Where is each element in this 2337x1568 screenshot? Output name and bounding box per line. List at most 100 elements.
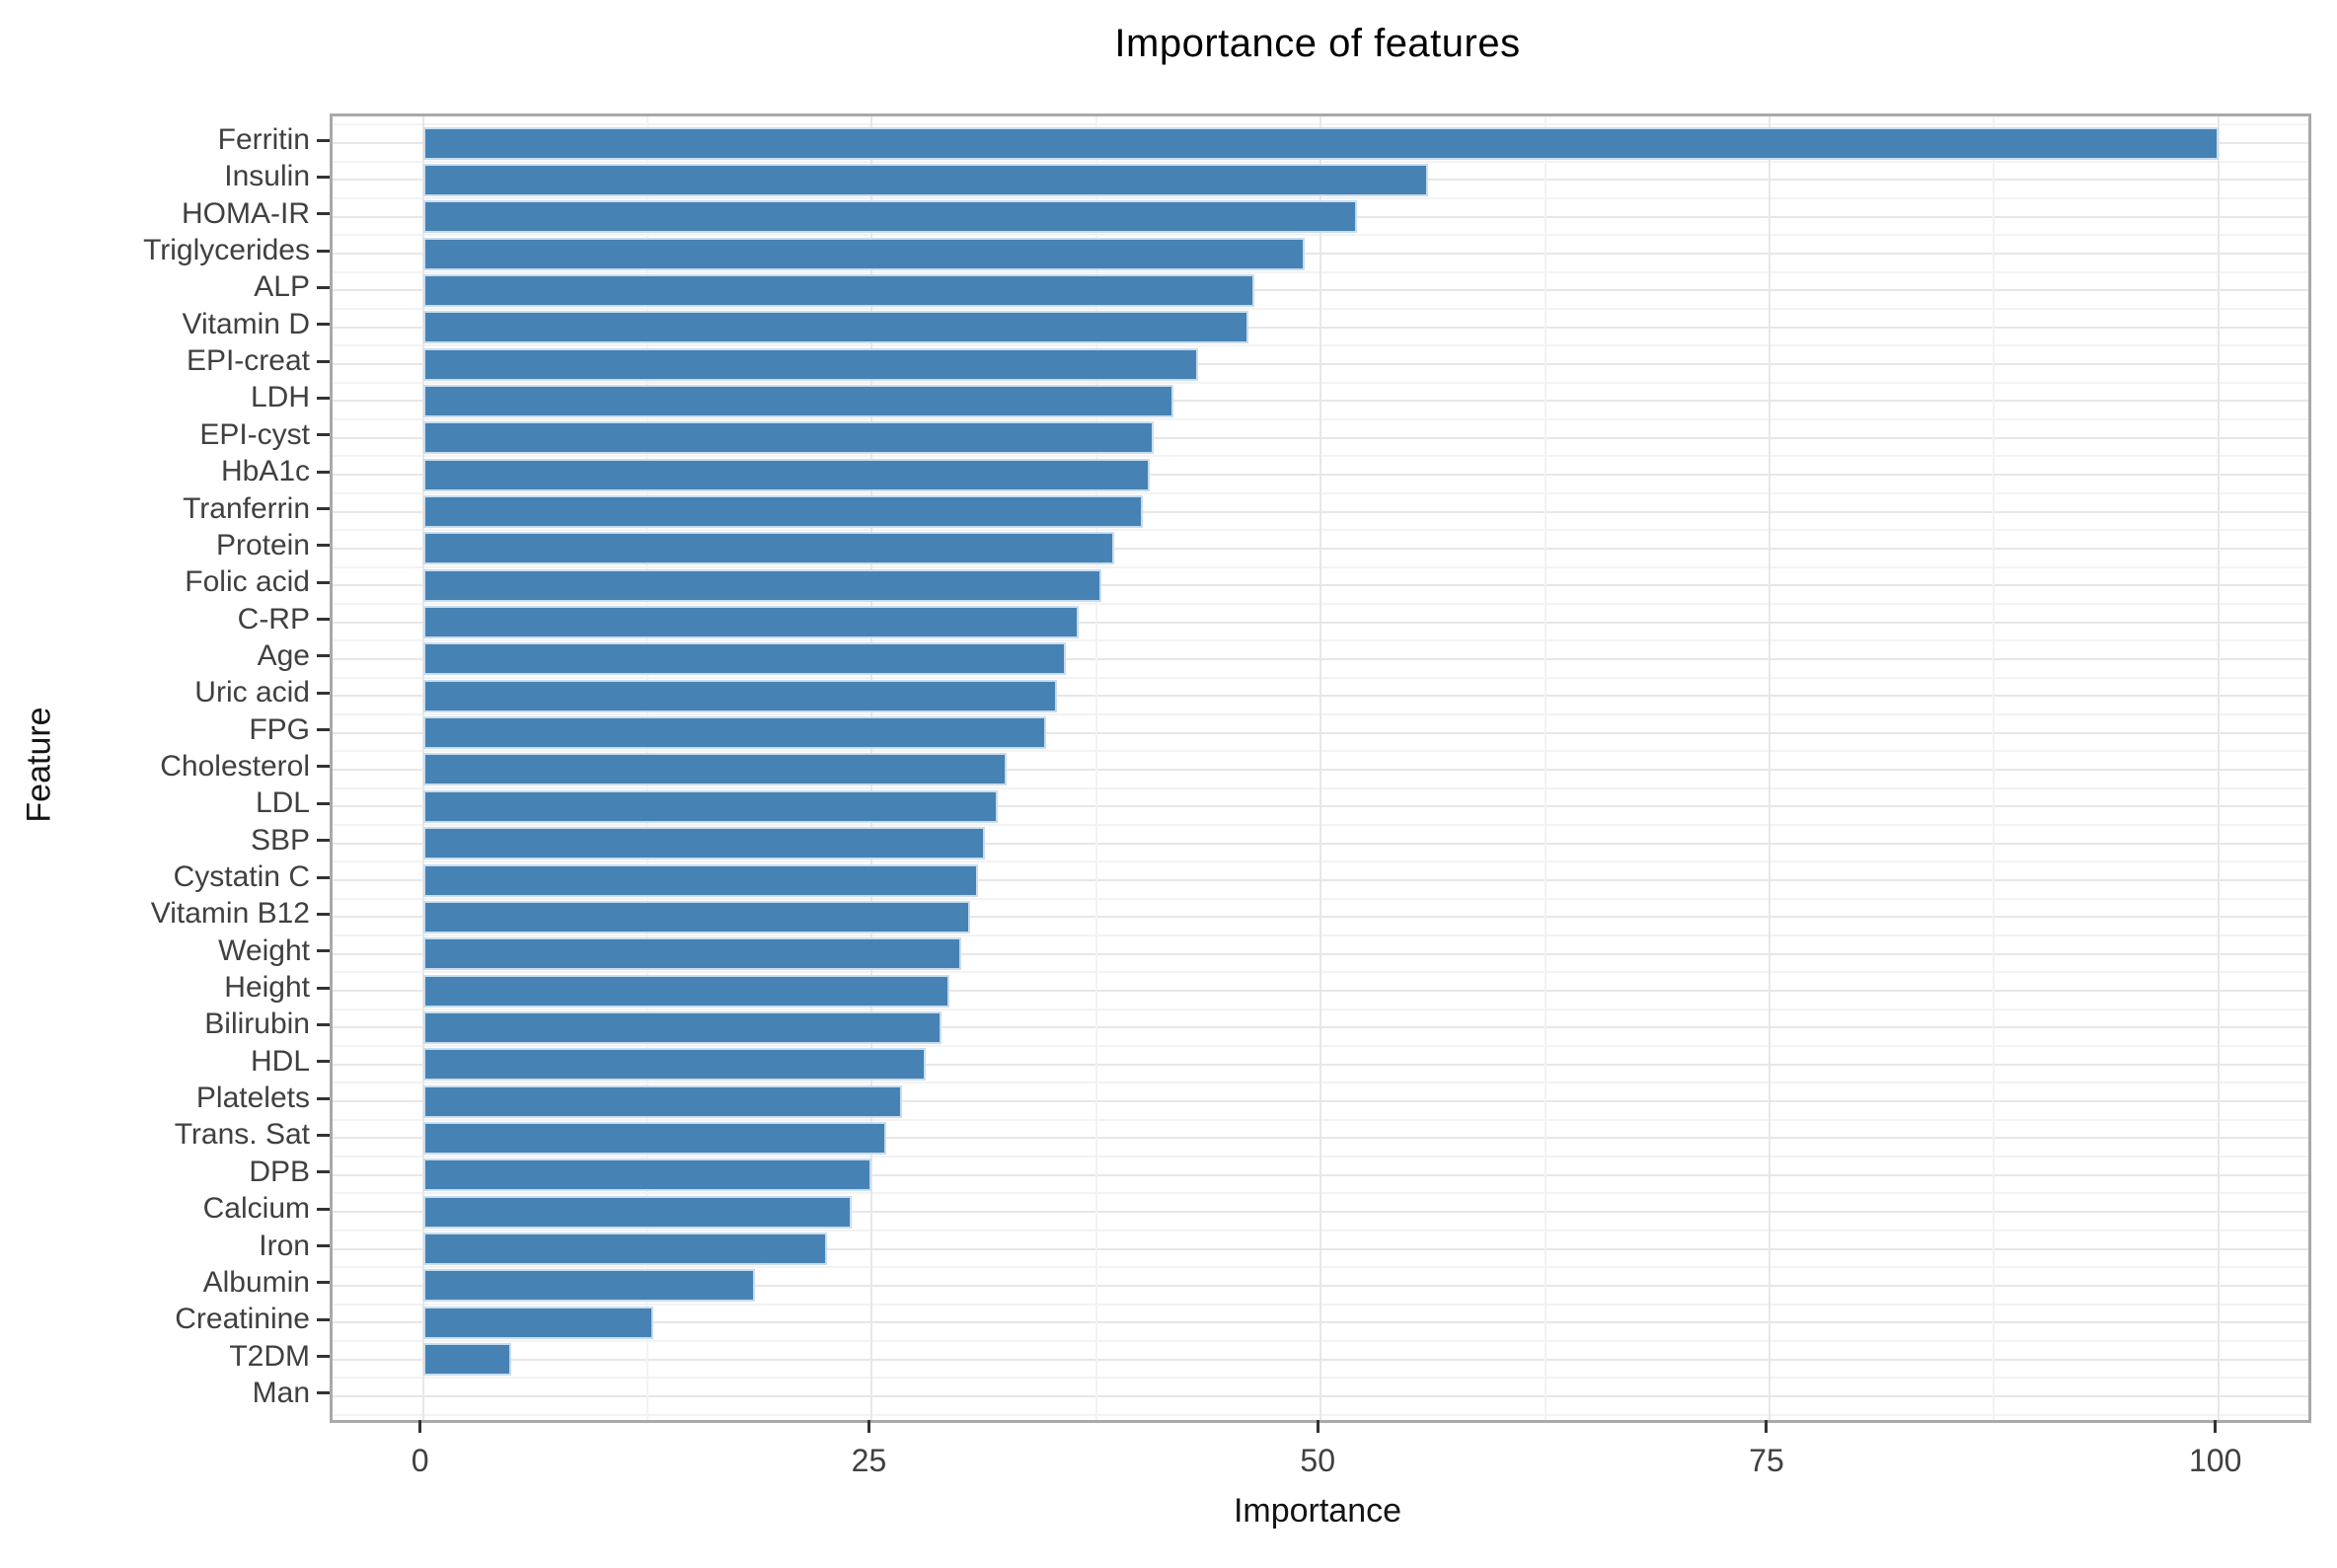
y-tick-mark xyxy=(317,1355,330,1359)
gridline-minor-v xyxy=(1993,116,1996,1420)
bar xyxy=(422,495,1144,528)
bar xyxy=(422,1269,756,1303)
y-tick-label: T2DM xyxy=(229,1339,310,1373)
y-tick-label: Platelets xyxy=(195,1082,310,1115)
y-tick-label: Vitamin B12 xyxy=(150,897,310,931)
y-tick-label: Folic acid xyxy=(185,565,310,599)
bar xyxy=(422,716,1046,750)
y-tick-label: HDL xyxy=(250,1044,310,1078)
bar xyxy=(422,753,1007,786)
y-tick-label: Ferritin xyxy=(217,123,310,156)
y-tick-label: Protein xyxy=(215,528,310,561)
bar xyxy=(422,1343,511,1377)
y-tick-mark xyxy=(317,691,330,695)
y-tick-label: Uric acid xyxy=(194,676,310,709)
x-tick-label: 25 xyxy=(851,1443,887,1478)
y-tick-mark xyxy=(317,1391,330,1395)
x-tick-label: 50 xyxy=(1300,1443,1335,1478)
bar xyxy=(422,606,1079,639)
y-tick-mark xyxy=(317,1207,330,1211)
y-tick-label: ALP xyxy=(254,270,310,304)
bar xyxy=(422,789,998,823)
x-axis-title: Importance xyxy=(1233,1492,1402,1530)
y-tick-mark xyxy=(317,1170,330,1174)
bar xyxy=(422,237,1305,270)
y-tick-label: Bilirubin xyxy=(204,1008,310,1041)
y-tick-mark xyxy=(317,323,330,327)
y-tick-label: Trans. Sat xyxy=(174,1118,310,1152)
y-tick-mark xyxy=(317,1281,330,1285)
y-tick-mark xyxy=(317,654,330,658)
bar xyxy=(422,937,962,971)
y-tick-mark xyxy=(317,285,330,289)
bar xyxy=(422,311,1249,344)
y-tick-mark xyxy=(317,580,330,584)
bar xyxy=(422,642,1066,676)
y-tick-label: Iron xyxy=(259,1229,310,1262)
x-tick-label: 100 xyxy=(2188,1443,2242,1478)
chart-title: Importance of features xyxy=(1114,22,1521,65)
y-tick-mark xyxy=(317,470,330,474)
y-tick-mark xyxy=(317,728,330,732)
bar xyxy=(422,126,2219,160)
y-tick-mark xyxy=(317,801,330,805)
y-tick-mark xyxy=(317,544,330,548)
y-tick-mark xyxy=(317,138,330,142)
bar xyxy=(422,1306,653,1339)
bar xyxy=(422,1048,926,1082)
y-tick-label: SBP xyxy=(250,823,310,857)
bar xyxy=(422,1232,827,1265)
gridline-minor-v xyxy=(1094,116,1097,1420)
y-tick-mark xyxy=(317,1022,330,1026)
bar xyxy=(422,163,1429,196)
y-tick-mark xyxy=(317,912,330,916)
gridline-major-v xyxy=(2217,116,2220,1420)
y-tick-label: Age xyxy=(257,638,310,672)
plot-panel xyxy=(330,113,2311,1423)
y-tick-label: Man xyxy=(252,1376,310,1409)
bar xyxy=(422,679,1057,712)
y-tick-mark xyxy=(317,507,330,510)
y-tick-label: Cystatin C xyxy=(173,860,310,893)
y-tick-mark xyxy=(317,396,330,400)
bar xyxy=(422,421,1155,455)
x-tick-label: 75 xyxy=(1749,1443,1784,1478)
y-tick-label: Insulin xyxy=(224,160,310,193)
y-tick-label: Cholesterol xyxy=(160,749,310,783)
bar xyxy=(422,1195,853,1229)
y-tick-mark xyxy=(317,1060,330,1064)
x-tick-mark xyxy=(867,1420,870,1433)
bar xyxy=(422,200,1357,234)
y-tick-mark xyxy=(317,765,330,769)
x-tick-label: 0 xyxy=(411,1443,429,1478)
y-tick-label: EPI-creat xyxy=(186,344,310,378)
y-tick-label: Triglycerides xyxy=(143,234,310,267)
y-tick-mark xyxy=(317,433,330,437)
y-tick-mark xyxy=(317,1244,330,1247)
y-tick-label: DPB xyxy=(249,1155,310,1188)
y-tick-label: Tranferrin xyxy=(183,491,310,525)
y-tick-mark xyxy=(317,949,330,953)
y-tick-label: Calcium xyxy=(202,1192,310,1226)
gridline-minor-v xyxy=(1544,116,1546,1420)
y-tick-label: LDH xyxy=(250,381,310,414)
bar xyxy=(422,458,1151,491)
bar xyxy=(422,827,986,860)
y-tick-label: Albumin xyxy=(202,1265,310,1299)
gridline-major-v xyxy=(1319,116,1322,1420)
y-tick-mark xyxy=(317,618,330,622)
y-tick-mark xyxy=(317,359,330,363)
y-tick-mark xyxy=(317,1096,330,1100)
y-tick-label: HbA1c xyxy=(220,455,310,488)
bar xyxy=(422,347,1199,381)
y-tick-mark xyxy=(317,875,330,879)
x-tick-mark xyxy=(2214,1420,2218,1433)
y-tick-label: Weight xyxy=(218,933,310,967)
bar xyxy=(422,273,1254,307)
bar xyxy=(422,974,949,1008)
y-tick-label: LDL xyxy=(255,786,310,820)
bar xyxy=(422,863,978,897)
x-tick-mark xyxy=(1316,1420,1319,1433)
y-tick-mark xyxy=(317,212,330,216)
